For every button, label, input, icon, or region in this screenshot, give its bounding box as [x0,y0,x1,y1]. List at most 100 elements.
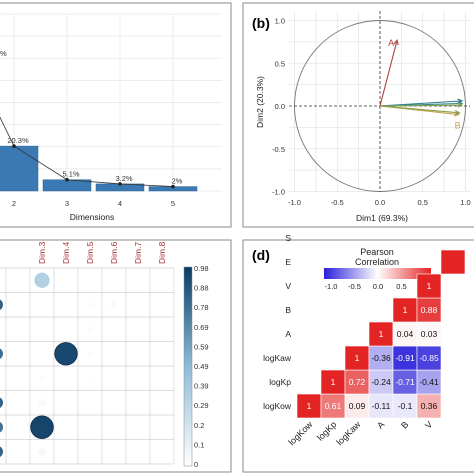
contrib-dot [0,299,3,310]
contrib-dot [135,277,141,284]
circle-x-tick: 0.0 [375,198,385,207]
corr-cell [368,345,394,371]
corr-cell [416,393,442,419]
corr-cell [392,321,418,347]
corr-cell-value: 1 [331,377,336,387]
corr-cell-value: 0.03 [421,329,438,339]
circle-plot-area [289,11,470,192]
contrib-dot [30,415,54,439]
corr-cell [344,369,370,395]
corr-column-label: B [399,419,410,430]
contrib-dots [0,272,141,457]
corr-cell-value: 1 [403,305,408,315]
corr-legend-bar [324,268,431,279]
contrib-colorbar-ticks: 0.98 0.88 0.78 0.69 0.59 0.49 0.39 0.29 0.2 0.1 0 [194,264,209,469]
contrib-column-label: Dim.7 [133,242,143,264]
contrib-dot [110,301,118,309]
scree-x-tick: 3 [65,199,69,208]
corr-cell-value: -0.41 [419,377,439,387]
corr-row-label: logKaw [263,353,292,363]
corr-cell-value: -0.71 [395,377,415,387]
circle-x-tick: 1.0 [460,198,470,207]
contrib-dot [54,342,78,366]
contrib-column-label: Dim.4 [61,242,71,264]
corr-legend-tick: 0.0 [373,282,383,291]
corr-cell-value: 1 [379,329,384,339]
variable-arrows: AB [379,38,464,131]
corr-cell [320,369,346,395]
circle-x-tick: -1.0 [288,198,301,207]
corr-cell-value: 0.88 [421,305,438,315]
scree-data-label: 20.3% [7,136,29,145]
contrib-dot [86,301,94,309]
corr-cell [344,345,370,371]
contrib-dot [38,374,46,382]
circle-x-tick: 0.5 [418,198,428,207]
corr-cell-value: 1 [427,281,432,291]
corr-legend-tick: 0.5 [396,282,406,291]
circle-y-tick: 0.0 [275,102,285,111]
circle-y-ticks: 1.0 0.5 0.0 -0.5 -1.0 [272,17,285,197]
corr-column-label: V [423,419,434,430]
contrib-dot [38,398,46,407]
contrib-column-labels: Dim.3 Dim.4 Dim.5 Dim.6 Dim.7 Dim.8 [37,242,167,264]
circle-x-ticks: -1.0 -0.5 0.0 0.5 1.0 [288,198,471,207]
contrib-colorbar-tick: 0.59 [194,342,209,351]
corr-cell [416,369,442,395]
panel-contrib: Dim.3 Dim.4 Dim.5 Dim.6 Dim.7 Dim.8 0.980.880… [0,239,232,473]
scree-x-axis-title: Dimensions [70,212,114,222]
corr-cell [296,393,322,419]
scree-data-labels: 20.3% 5.1% 3.2% 2% [7,136,182,185]
corr-legend-tick: -1.0 [325,282,338,291]
corr-row-label: E [285,257,291,267]
panel-label-b: (b) [252,15,270,31]
contrib-dot [0,348,3,359]
panel-label-d: (d) [252,247,270,263]
corr-row-label: logKow [263,401,292,411]
scree-data-label: 3.2% [115,174,132,183]
corr-row-label: V [285,281,291,291]
corr-cell-value: -0.11 [372,401,391,411]
corr-row-labels: logKow logKp logKaw A B V E S [263,233,292,411]
corr-cell-value: 0.04 [397,329,414,339]
variable-arrowhead [454,109,461,116]
scree-first-label: % [0,49,7,58]
scree-x-tick: 5 [171,199,175,208]
contrib-colorbar-tick: 0.88 [194,284,209,293]
contrib-dot [86,325,94,333]
contrib-column-label: Dim.5 [85,242,95,264]
contrib-colorbar-tick: 0.69 [194,323,209,332]
contrib-grid [0,267,175,465]
corr-cell-value: 0.72 [349,377,366,387]
circle-y-tick: 1.0 [275,17,285,26]
corr-cell-value: -0.1 [398,401,413,411]
contrib-column-label: Dim.6 [109,242,119,264]
circle-y-tick: -0.5 [272,145,285,154]
circle-y-axis-title: Dim2 (20.3%) [255,76,265,128]
corr-cell-value: 0.09 [349,401,366,411]
contrib-colorbar [183,266,193,467]
corr-cell-value: 0.61 [325,401,342,411]
panel-corr: (d) Pearson Correlation -1.0-0.50.00.51.… [242,233,474,473]
corr-cell [368,393,394,419]
scree-point [65,177,69,182]
contrib-colorbar-tick: 0.1 [194,440,204,449]
corr-cell [416,321,442,347]
scree-bars [0,145,198,192]
contrib-dot [0,422,3,433]
corr-legend-title-1: Pearson [360,247,394,257]
corr-cell [320,393,346,419]
circle-x-tick: -0.5 [331,198,344,207]
contrib-colorbar-tick: 0.29 [194,401,209,410]
variable-arrowhead [457,102,464,108]
scree-x-ticks: 2 3 4 5 [12,199,175,208]
panel-circle: (b) AB -1.0 -0.5 0.0 0.5 1.0 1.0 0.5 0.0 -0.5 -1… [242,2,474,228]
corr-cells: 1 0.61 0.09 -0.11 -0.1 0.36 1 0.72 -0.24 -0.71 -0.… [296,249,466,419]
corr-row-label: S [285,233,291,243]
contrib-dot [86,350,94,358]
contrib-dot [0,397,3,408]
circle-x-axis-title: Dim1 (69.3%) [356,213,408,223]
corr-cell-value: -0.91 [395,353,415,363]
scree-points [12,144,175,189]
